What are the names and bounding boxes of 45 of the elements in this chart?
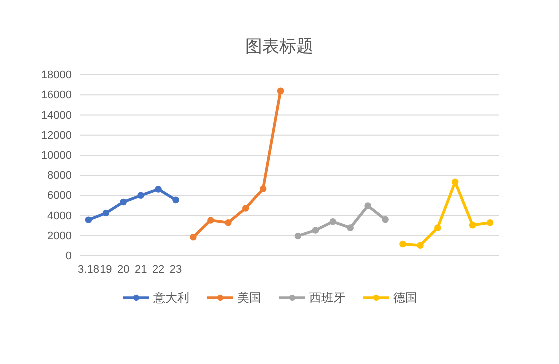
point bbox=[382, 216, 389, 224]
legend-label: 西班牙 bbox=[310, 291, 346, 305]
chart-title: 图表标题 bbox=[246, 37, 314, 57]
x-tick-label: 3.18 bbox=[78, 264, 100, 276]
point bbox=[120, 198, 128, 206]
legend-label: 德国 bbox=[394, 291, 418, 305]
point bbox=[434, 224, 442, 232]
y-tick-label: 8000 bbox=[48, 170, 72, 182]
point bbox=[417, 242, 424, 250]
legend-label: 美国 bbox=[238, 291, 262, 305]
y-tick-label: 6000 bbox=[48, 190, 72, 202]
point bbox=[260, 186, 267, 193]
y-tick-label: 0 bbox=[66, 250, 72, 263]
point bbox=[242, 205, 250, 212]
point bbox=[225, 220, 232, 226]
point bbox=[155, 186, 162, 193]
x-tick-label: 21 bbox=[134, 264, 148, 276]
point bbox=[294, 232, 302, 240]
point bbox=[138, 192, 144, 200]
point bbox=[172, 196, 180, 204]
y-tick-label: 2000 bbox=[48, 230, 72, 242]
y-tick-label: 16000 bbox=[41, 90, 72, 102]
x-tick-label: 19 bbox=[100, 264, 112, 276]
point bbox=[208, 217, 214, 224]
x-tick-label: 22 bbox=[152, 264, 165, 276]
point bbox=[102, 210, 110, 217]
point bbox=[85, 216, 92, 224]
y-tick-label: 12000 bbox=[41, 130, 72, 142]
point bbox=[330, 218, 337, 226]
legend-label: 意大利 bbox=[152, 291, 190, 305]
y-tick-label: 14000 bbox=[41, 110, 72, 122]
y-tick-label: 18000 bbox=[41, 70, 72, 82]
x-tick-label: 23 bbox=[170, 264, 182, 276]
point bbox=[452, 178, 459, 186]
point bbox=[364, 202, 372, 210]
x-tick-label: 20 bbox=[118, 264, 130, 276]
y-tick-label: 4000 bbox=[48, 210, 72, 222]
point bbox=[277, 88, 284, 95]
point bbox=[312, 227, 320, 234]
point bbox=[400, 240, 406, 248]
point bbox=[347, 224, 354, 232]
point bbox=[190, 234, 197, 241]
point bbox=[469, 222, 476, 229]
y-tick-label: 10000 bbox=[41, 150, 72, 162]
point bbox=[486, 220, 494, 226]
